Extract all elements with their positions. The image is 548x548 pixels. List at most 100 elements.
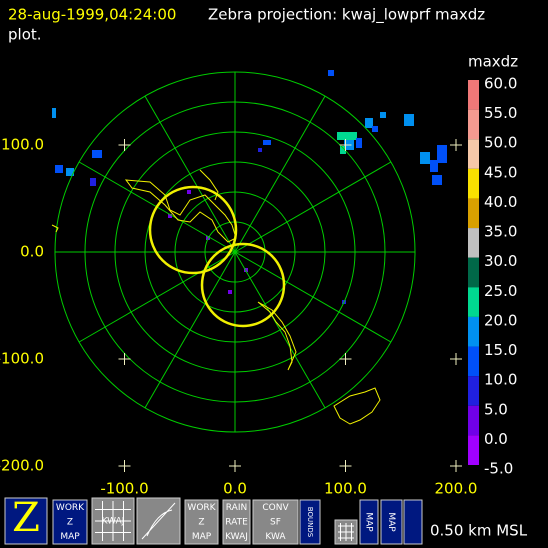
tick-cross [118, 139, 131, 151]
altitude-label: 0.50 km MSL [430, 522, 528, 540]
toolbar-icon[interactable] [299, 499, 321, 545]
colorbar-label: 5.0 [484, 400, 508, 418]
echo-cell [187, 190, 191, 194]
overlay-circles [148, 185, 286, 328]
tick-cross [450, 139, 462, 151]
colorbar-segment [468, 139, 479, 169]
echo-cell [337, 132, 357, 140]
colorbar-label: 55.0 [484, 104, 517, 122]
colorbar-label: 30.0 [484, 252, 517, 270]
echo-cell [380, 112, 386, 118]
icon-label: SF [270, 518, 281, 528]
toolbar-icon[interactable] [52, 499, 88, 545]
echo-cell [372, 126, 378, 132]
x-tick-label: 0.0 [223, 480, 247, 498]
toolbar-icon[interactable] [252, 499, 299, 545]
echo-cell [437, 145, 447, 163]
colorbar-segment [468, 257, 479, 288]
colorbar-segment [468, 80, 479, 110]
colorbar-label: -5.0 [484, 460, 513, 478]
x-tick-label: 100.0 [324, 480, 367, 498]
colorbar-segment [468, 287, 479, 317]
colorbar-label: 20.0 [484, 311, 517, 329]
tick-cross [229, 460, 241, 472]
colorbar-segment [468, 228, 479, 258]
colorbar-title: maxdz [468, 53, 518, 71]
header-time: 28-aug-1999,04:24:00 [8, 6, 176, 24]
toolbar-icon[interactable] [4, 497, 48, 545]
tick-cross [450, 460, 462, 472]
colorbar-label: 15.0 [484, 341, 517, 359]
echo-cell [92, 150, 102, 158]
echo-cell [432, 175, 442, 185]
echo-cell [263, 140, 271, 145]
toolbar-icon[interactable] [222, 499, 251, 545]
echo-cell [340, 146, 346, 154]
echo-cell [420, 152, 430, 164]
icon-label: Z [12, 495, 40, 541]
echo-cell [66, 168, 74, 176]
azimuth-line [234, 161, 392, 253]
colorbar-label: 45.0 [484, 163, 517, 181]
icon-label: CONV [262, 503, 289, 513]
icon-label: MAP [60, 532, 80, 542]
icon-label: BOUNDS [306, 507, 314, 538]
tick-cross [450, 353, 462, 365]
header-title-cont: plot. [8, 26, 42, 44]
y-tick-label: 100.0 [1, 136, 44, 154]
icon-label: MAP [386, 512, 396, 532]
icon-label: RATE [225, 518, 248, 528]
echo-cell [228, 290, 232, 294]
colorbar-segment [468, 405, 479, 436]
colorbar-label: 35.0 [484, 223, 517, 241]
tick-cross [118, 353, 131, 365]
y-tick-label: 0.0 [20, 243, 44, 261]
x-tick-label: -100.0 [100, 480, 148, 498]
echo-cell [168, 214, 172, 218]
icon-label: RAIN [226, 503, 247, 513]
tick-cross [339, 460, 352, 472]
icon-label: Z [67, 518, 73, 528]
colorbar-label: 25.0 [484, 282, 517, 300]
toolbar-icon[interactable] [380, 499, 403, 545]
colorbar-label: 0.0 [484, 430, 508, 448]
colorbar-segment [468, 316, 479, 347]
icon-label: KWAJ [225, 532, 248, 542]
icon-label: KWAJ [102, 517, 125, 527]
icon-label: MAP [192, 532, 212, 542]
colorbar-segment [468, 376, 479, 406]
azimuth-line [234, 251, 392, 343]
colorbar-segment [468, 109, 479, 140]
icon-label: Z [198, 518, 204, 528]
toolbar-icon[interactable] [403, 499, 423, 545]
icon-label: WORK [56, 503, 85, 513]
x-tick-label: 200.0 [435, 480, 478, 498]
colorbar-label: 10.0 [484, 371, 517, 389]
echo-cell [404, 114, 414, 126]
toolbar-icon[interactable] [184, 499, 219, 545]
azimuth-line [234, 251, 326, 409]
echo-cell [55, 165, 63, 173]
echo-cell [90, 178, 96, 186]
colorbar-label: 60.0 [484, 75, 517, 93]
azimuth-line [144, 251, 236, 409]
azimuth-line [234, 95, 326, 253]
header-title: Zebra projection: kwaj_lowprf maxdz [208, 6, 485, 25]
echo-cell [52, 108, 56, 118]
azimuth-line [78, 251, 236, 343]
y-tick-label: -100.0 [0, 350, 44, 368]
toolbar-icon[interactable] [359, 499, 379, 545]
colorbar-segment [468, 168, 479, 199]
tick-cross [339, 353, 352, 365]
echo-cell [258, 148, 262, 152]
colorbar-segment [468, 435, 479, 465]
echo-cell [328, 70, 334, 76]
echo-cell [356, 138, 362, 148]
icon-label: KWA [265, 532, 286, 542]
colorbar-segment [468, 346, 479, 377]
azimuth-line [144, 95, 236, 253]
toolbar: Z WORK Z MAP KWAJ WORK Z MAP RAIN RATE KWAJ CONV SF K… [4, 495, 528, 545]
icon-label: WORK [187, 503, 216, 513]
tick-cross [339, 139, 352, 151]
